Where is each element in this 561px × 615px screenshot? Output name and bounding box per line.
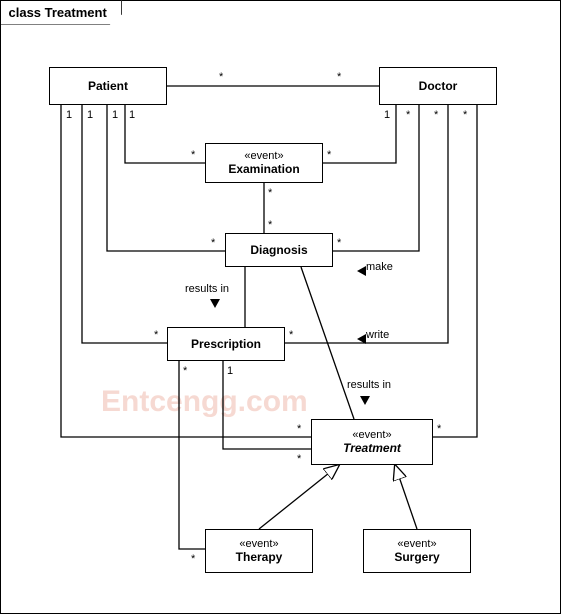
multiplicity: 1 bbox=[87, 109, 93, 121]
multiplicity: * bbox=[211, 237, 215, 249]
direction-arrow-icon bbox=[357, 334, 366, 344]
class-node-diagnosis: Diagnosis bbox=[225, 233, 333, 267]
stereotype: «event» bbox=[212, 538, 306, 550]
direction-arrow-icon bbox=[360, 396, 370, 405]
class-name: Treatment bbox=[318, 441, 426, 455]
edge-therapy-treatment-gen bbox=[259, 465, 339, 529]
class-node-prescription: Prescription bbox=[167, 327, 285, 361]
class-node-examination: «event»Examination bbox=[205, 143, 323, 183]
multiplicity: * bbox=[297, 453, 301, 465]
class-name: Diagnosis bbox=[232, 243, 326, 257]
edge-prescription-therapy bbox=[179, 361, 205, 549]
edge-diagnosis-treatment bbox=[301, 267, 354, 419]
multiplicity: * bbox=[289, 329, 293, 341]
stereotype: «event» bbox=[212, 150, 316, 162]
class-name: Surgery bbox=[370, 550, 464, 564]
association-label: write bbox=[366, 329, 389, 341]
multiplicity: * bbox=[268, 187, 272, 199]
multiplicity: 1 bbox=[112, 109, 118, 121]
multiplicity: * bbox=[219, 71, 223, 83]
multiplicity: 1 bbox=[384, 109, 390, 121]
stereotype: «event» bbox=[370, 538, 464, 550]
multiplicity: * bbox=[434, 109, 438, 121]
edge-surgery-treatment-gen bbox=[395, 465, 417, 529]
edge-prescription-treatment bbox=[223, 361, 311, 449]
class-name: Examination bbox=[212, 162, 316, 176]
class-node-treatment: «event»Treatment bbox=[311, 419, 433, 465]
edge-patient-prescription bbox=[82, 105, 167, 343]
class-node-surgery: «event»Surgery bbox=[363, 529, 471, 573]
class-name: Therapy bbox=[212, 550, 306, 564]
multiplicity: * bbox=[268, 219, 272, 231]
class-name: Prescription bbox=[174, 337, 278, 351]
multiplicity: * bbox=[337, 237, 341, 249]
class-name: Patient bbox=[56, 79, 160, 93]
multiplicity: 1 bbox=[227, 365, 233, 377]
multiplicity: * bbox=[191, 149, 195, 161]
direction-arrow-icon bbox=[357, 266, 366, 276]
class-node-therapy: «event»Therapy bbox=[205, 529, 313, 573]
stereotype: «event» bbox=[318, 429, 426, 441]
multiplicity: * bbox=[191, 553, 195, 565]
uml-class-diagram-frame: class Treatment Entcengg.com Patient Doct… bbox=[0, 0, 561, 614]
class-node-patient: Patient bbox=[49, 67, 167, 105]
association-label: make bbox=[366, 261, 393, 273]
watermark: Entcengg.com bbox=[101, 385, 308, 419]
multiplicity: * bbox=[183, 365, 187, 377]
multiplicity: 1 bbox=[66, 109, 72, 121]
multiplicity: * bbox=[297, 423, 301, 435]
direction-arrow-icon bbox=[210, 299, 220, 308]
multiplicity: * bbox=[463, 109, 467, 121]
multiplicity: * bbox=[437, 423, 441, 435]
association-label: results in bbox=[185, 283, 229, 295]
frame-title: class Treatment bbox=[0, 0, 122, 25]
multiplicity: * bbox=[327, 149, 331, 161]
edge-doctor-diagnosis bbox=[333, 105, 419, 251]
multiplicity: 1 bbox=[129, 109, 135, 121]
multiplicity: * bbox=[406, 109, 410, 121]
multiplicity: * bbox=[337, 71, 341, 83]
class-name: Doctor bbox=[386, 79, 490, 93]
multiplicity: * bbox=[154, 329, 158, 341]
association-label: results in bbox=[347, 379, 391, 391]
edge-doctor-prescription bbox=[285, 105, 448, 343]
edge-doctor-treatment bbox=[433, 105, 477, 437]
class-node-doctor: Doctor bbox=[379, 67, 497, 105]
